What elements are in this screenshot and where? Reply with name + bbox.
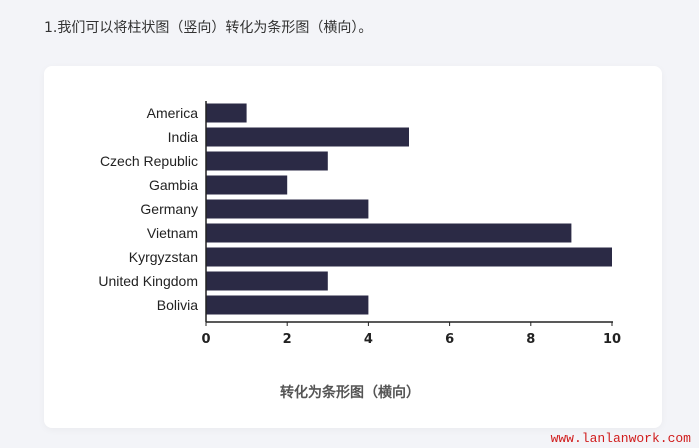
intro-text: 1.我们可以将柱状图（竖向）转化为条形图（横向）。: [44, 20, 373, 36]
y-tick-label: Kyrgyzstan: [129, 249, 198, 265]
x-tick-label: 0: [201, 332, 210, 347]
bar-kyrgyzstan: [206, 247, 612, 267]
y-tick-label: United Kingdom: [98, 273, 198, 289]
chart-caption: 转化为条形图（横向）: [280, 384, 420, 401]
watermark: www.lanlanwork.com: [550, 431, 691, 446]
y-tick-label: India: [168, 129, 199, 145]
bar-czech-republic: [206, 151, 328, 171]
y-tick-label: Czech Republic: [100, 153, 198, 169]
x-tick-label: 4: [364, 332, 373, 347]
x-tick-label: 6: [445, 332, 454, 347]
y-tick-label: America: [147, 105, 199, 121]
x-tick-label: 8: [526, 332, 535, 347]
y-tick-label: Bolivia: [157, 297, 198, 313]
bar-america: [206, 103, 247, 123]
chart-card: [44, 66, 662, 428]
y-tick-label: Vietnam: [147, 225, 198, 241]
bar-germany: [206, 199, 369, 219]
bar-bolivia: [206, 295, 369, 315]
bar-gambia: [206, 175, 288, 195]
bar-india: [206, 127, 409, 147]
bar-united-kingdom: [206, 271, 328, 291]
x-tick-label: 2: [283, 332, 292, 347]
y-tick-label: Gambia: [149, 177, 198, 193]
bar-vietnam: [206, 223, 572, 243]
y-tick-label: Germany: [140, 201, 198, 217]
x-tick-label: 10: [603, 332, 621, 347]
